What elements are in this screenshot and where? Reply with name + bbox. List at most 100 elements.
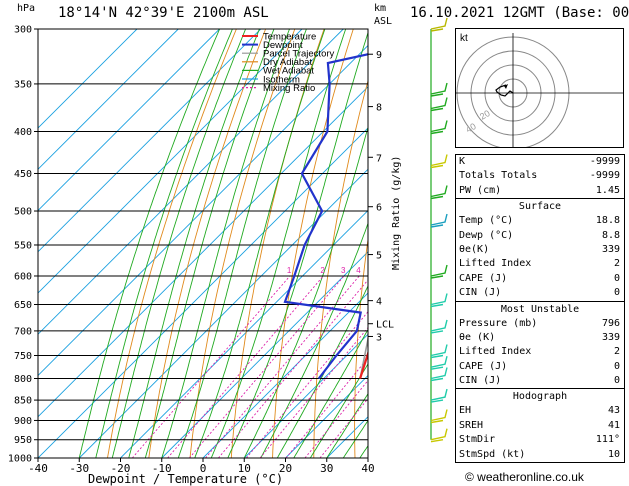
isotherm-line: [38, 29, 303, 294]
isotherm-line: [38, 44, 368, 377]
row-value: 43: [607, 405, 620, 417]
temperature-tick-label: -30: [69, 462, 89, 475]
wind-barb: [430, 185, 448, 200]
row-label: SREH: [459, 419, 484, 431]
mixing-ratio-line: [285, 357, 368, 458]
dry-adiabat: [313, 79, 368, 458]
hodo-storm-marker: [504, 84, 508, 89]
row-value: 0: [613, 287, 620, 299]
surface-row: Temp (°C) 18.8: [456, 214, 624, 228]
isotherm-line: [161, 251, 368, 458]
legend-entry: Wet Adiabat: [263, 66, 314, 77]
surface-row: Lifted Index 2: [456, 257, 624, 271]
surface-row: CAPE (J) 0: [456, 272, 624, 286]
temperature-tick-label: -40: [28, 462, 48, 475]
temperature-tick-label: 30: [320, 462, 333, 475]
surface-section: Surface Temp (°C) 18.8 Dewp (°C) 8.8 θe(K)…: [456, 198, 624, 300]
isotherm-line: [78, 168, 368, 458]
hodo-kt-label: kt: [460, 33, 468, 44]
temperature-tick-label: -20: [111, 462, 131, 475]
row-label: EH: [459, 405, 472, 417]
temperature-tick-label: 10: [238, 462, 251, 475]
hodo-row: StmDir 111°: [456, 433, 624, 447]
wind-barb: [430, 388, 448, 403]
location-title: 18°14'N 42°39'E 2100m ASL: [58, 5, 269, 21]
most-unstable-title: Most Unstable: [500, 303, 580, 315]
isotherm-line: [285, 374, 368, 458]
isotherm-line: [38, 29, 344, 335]
dry-adiabat: [148, 29, 267, 458]
row-label: CAPE (J): [459, 360, 508, 372]
row-label: Lifted Index: [459, 258, 532, 270]
hodograph-stats-title: Hodograph: [512, 391, 568, 403]
row-value: 8.8: [601, 229, 620, 241]
row-value: 10: [607, 448, 620, 460]
km-tick-label: 9: [376, 50, 382, 61]
hodo-row: EH 43: [456, 404, 624, 418]
mixing-ratio-axis-label: Mixing Ratio (g/kg): [391, 155, 402, 270]
indices-panel: K -9999 Totals Totals -9999 PW (cm) 1.45 Su…: [455, 154, 625, 464]
km-unit-label: km: [374, 3, 387, 14]
hodograph-panel: kt 40 20: [455, 28, 624, 150]
index-value: -9999: [589, 170, 620, 182]
row-value: 0: [613, 375, 620, 387]
wind-barb: [430, 293, 448, 308]
isotherm-line: [38, 29, 262, 253]
legend-entry: Parcel Trajectory: [263, 49, 335, 60]
isotherm-line: [38, 29, 138, 129]
mixing-ratio-label: 5: [368, 266, 373, 275]
row-value: 0: [613, 272, 620, 284]
hodo-ring-label-40: 40: [464, 121, 478, 135]
lcl-label: LCL: [376, 320, 394, 331]
wind-barb: [430, 213, 448, 228]
hodograph-stats-section: Hodograph EH 43 SREH 41 StmDir 111° StmSpd …: [456, 388, 624, 462]
mixing-ratio-line: [131, 275, 291, 458]
mixing-ratio-label: 2: [320, 266, 325, 275]
pressure-tick-label: 550: [14, 240, 32, 251]
hpa-unit-label: hPa: [17, 3, 36, 14]
dewpoint-line: [283, 53, 368, 380]
pressure-tick-label: 1000: [8, 454, 32, 465]
legend-entry: Dewpoint: [263, 40, 303, 51]
mu-row: Lifted Index 2: [456, 345, 624, 359]
wind-barb: [430, 344, 448, 359]
mixing-ratio-label: 1: [287, 266, 292, 275]
row-label: CAPE (J): [459, 272, 508, 284]
pressure-tick-label: 450: [14, 169, 32, 180]
km-tick-label: 5: [376, 251, 382, 262]
hodo-ring-label-20: 20: [478, 108, 492, 122]
hodo-row: SREH 41: [456, 419, 624, 433]
dry-adiabat: [107, 29, 237, 458]
mixing-ratio-label: 3: [341, 266, 346, 275]
mixing-ratio-line: [246, 311, 368, 458]
mixing-ratio-label: 4: [356, 266, 361, 275]
mixing-ratio-lines: 12345810152025: [131, 266, 417, 458]
row-value: 2: [613, 258, 620, 270]
surface-title: Surface: [518, 201, 562, 213]
wet-adiabat: [293, 328, 368, 458]
row-label: StmDir: [459, 434, 496, 446]
index-row-k: K -9999: [456, 155, 624, 169]
wind-barb: [430, 356, 448, 370]
legend-entry: Temperature: [263, 31, 316, 42]
pressure-tick-label: 900: [14, 416, 32, 427]
mixing-ratio-label: 10: [408, 266, 417, 275]
pressure-tick-label: 500: [14, 207, 32, 218]
km-tick-label: 3: [376, 332, 382, 343]
copyright-text: © weatheronline.co.uk: [465, 470, 584, 484]
index-row-pw: PW (cm) 1.45: [456, 184, 624, 198]
pressure-tick-label: 750: [14, 351, 32, 362]
km-tick-label: 8: [376, 103, 382, 114]
sounding-profiles: [283, 53, 368, 380]
mu-row: CAPE (J) 0: [456, 360, 624, 374]
row-value: 18.8: [595, 215, 620, 227]
isotherm-line: [202, 292, 368, 458]
wind-barb: [430, 264, 448, 279]
index-label: K: [459, 156, 466, 167]
row-label: CIN (J): [459, 375, 502, 387]
isotherm-line: [38, 86, 368, 418]
temperature-tick-label: -10: [152, 462, 172, 475]
mixing-ratio-line: [319, 397, 368, 458]
